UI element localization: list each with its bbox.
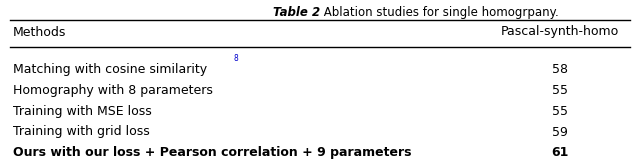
Text: Pascal-synth-homo: Pascal-synth-homo	[501, 25, 619, 39]
Text: Matching with cosine similarity: Matching with cosine similarity	[13, 63, 207, 76]
Text: Methods: Methods	[13, 25, 66, 39]
Text: 8: 8	[234, 54, 238, 63]
Text: Training with MSE loss: Training with MSE loss	[13, 105, 152, 118]
Text: Ours with our loss + Pearson correlation + 9 parameters: Ours with our loss + Pearson correlation…	[13, 146, 412, 159]
Text: 61: 61	[551, 146, 569, 159]
Text: 58: 58	[552, 63, 568, 76]
Text: 59: 59	[552, 125, 568, 139]
Text: 55: 55	[552, 84, 568, 97]
Text: Homography with 8 parameters: Homography with 8 parameters	[13, 84, 212, 97]
Text: 55: 55	[552, 105, 568, 118]
Text: Training with grid loss: Training with grid loss	[13, 125, 150, 139]
Text: Ablation studies for single homogrpany.: Ablation studies for single homogrpany.	[320, 6, 559, 19]
Text: Table 2: Table 2	[273, 6, 320, 19]
